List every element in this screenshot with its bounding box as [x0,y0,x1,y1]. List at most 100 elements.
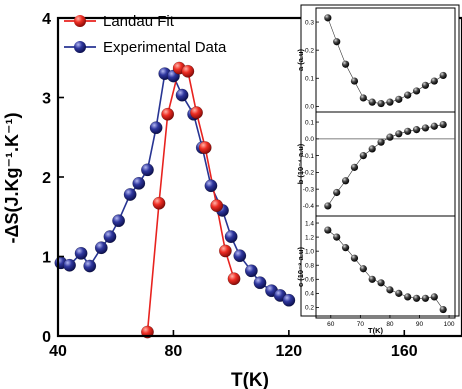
data-point-landau-fit [227,272,241,286]
inset-data-point [395,289,403,297]
y-tick-label: 1 [42,250,51,267]
inset-data-point [377,279,385,287]
inset-data-point [350,254,359,262]
inset-data-point [439,305,447,314]
inset-panels: 0.0 0.1 0.2 0.3 a (a.u) -0.4 -0.3 -0.2 -0.1 0.0 0.… [296,4,460,335]
inset-data-point [404,91,412,99]
inset-data-point [368,275,376,283]
legend: Landau Fit Experimental Data [64,13,227,56]
data-point-experimental [175,88,189,102]
inset-y-tick-label: -0.2 [303,170,315,177]
inset-data-point [333,188,341,197]
y-tick-label: 4 [42,11,51,28]
inset-data-point [439,120,447,129]
data-point-experimental [253,276,267,290]
inset-data-point [324,202,332,210]
data-point-experimental [112,214,126,228]
inset-y-tick-label: 0.0 [305,104,314,111]
inset-data-point [368,98,376,106]
inset-data-point [395,130,403,138]
x-tick-label: 40 [49,343,67,360]
inset-y-axis-label: c (10⁻⁸ a.u) [296,246,305,287]
inset-data-point [324,226,332,234]
inset-y-tick-label: -0.3 [303,186,315,193]
inset-data-point [412,87,421,95]
data-point-experimental [74,246,88,260]
inset-y-tick-label: 0.6 [305,277,314,284]
inset-data-point [412,294,421,302]
inset-data-point [359,152,367,160]
inset-data-point [430,293,438,301]
inset-data-point [386,133,394,141]
inset-y-tick-label: 0.1 [305,76,314,83]
x-tick-label: 160 [391,343,418,360]
inset-y-tick-label: 1.2 [305,234,314,241]
main-y-axis-label: -ΔS(J.Kg⁻¹.K⁻¹) [2,113,22,244]
data-point-experimental [103,230,117,244]
y-tick-label: 3 [42,91,51,108]
inset-x-axis-label: T(K) [368,326,383,335]
inset-y-tick-label: -0.4 [303,203,315,210]
data-point-experimental [204,179,218,193]
y-tick-label: 0 [42,329,51,346]
legend-landau-marker [74,15,86,27]
inset-data-point [412,126,421,134]
inset-data-point [333,233,341,241]
inset-y-tick-label: 1.0 [305,248,314,255]
inset-data-point [421,124,430,132]
inset-y-tick-label: 0.2 [305,47,314,54]
data-point-experimental [224,230,238,244]
inset-panel-frame [315,215,456,319]
inset-data-point [430,122,438,130]
inset-data-point [341,60,350,68]
main-series-points [54,61,296,339]
data-point-experimental [282,293,296,307]
inset-y-tick-label: 0.4 [305,291,314,298]
data-point-experimental [63,258,76,272]
data-point-experimental [94,241,108,255]
inset-y-tick-label: -0.1 [303,153,315,160]
inset-y-axis-label: b (10⁻⁴ a.u) [296,143,305,184]
inset-x-tick-label: 80 [386,321,394,328]
legend-experimental-marker [74,41,86,53]
data-point-landau-fit [198,141,212,155]
inset-x-tick-label: 70 [357,321,365,328]
main-axis-ticks: 40 80 120 160 0 1 2 3 4 [42,11,418,360]
main-series-lines [60,67,290,333]
data-point-experimental [149,121,163,135]
legend-landau-label: Landau Fit [103,13,175,30]
inset-data-point [421,294,430,302]
inset-x-tick-label: 90 [416,321,424,328]
inset-y-tick-label: 0.0 [305,136,314,143]
y-tick-label: 2 [42,170,51,187]
x-tick-label: 120 [276,343,303,360]
inset-y-tick-label: 0.1 [305,119,314,126]
inset-data-point [341,177,350,185]
data-point-landau-fit [210,199,224,213]
data-point-experimental [141,163,154,177]
inset-y-tick-label: 1.4 [305,220,314,227]
data-point-landau-fit [152,196,166,210]
inset-data-point [333,38,341,46]
main-x-axis-label: T(K) [231,370,269,389]
inset-background [300,4,460,317]
inset-data-point [359,265,367,273]
inset-data-point [350,77,359,85]
data-point-landau-fit [161,107,175,121]
inset-data-point [368,145,376,153]
data-point-experimental [123,188,137,201]
inset-x-tick-label: 100 [444,321,455,328]
data-point-experimental [233,249,247,263]
inset-x-tick-label: 60 [327,321,335,328]
inset-data-point [404,293,412,301]
inset-data-point [341,244,350,252]
data-point-landau-fit [190,106,203,120]
inset-data-point [395,95,403,103]
inset-y-axis-label: a (a.u) [296,48,305,71]
data-point-experimental [83,259,97,273]
inset-data-point [439,71,447,80]
inset-data-point [386,98,394,106]
inset-data-point [430,77,438,85]
data-point-landau-fit [218,244,232,258]
inset-data-point [324,14,332,22]
